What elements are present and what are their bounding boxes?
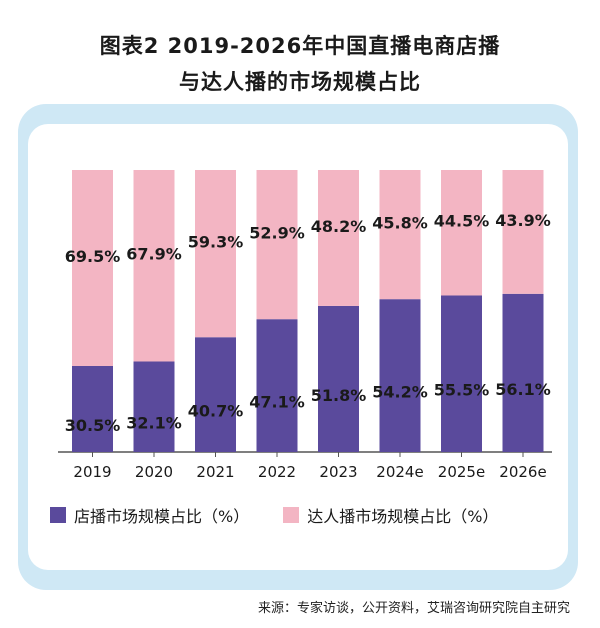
data-label-store-2022: 47.1% [249, 393, 305, 412]
data-label-store-2024e: 54.2% [372, 383, 428, 402]
chart-title-line2: 与达人播的市场规模占比 [179, 70, 421, 94]
bar-store-2023 [318, 305, 359, 452]
data-label-influencer-2020: 67.9% [126, 245, 182, 264]
x-tick-label-2026e: 2026e [499, 463, 546, 481]
bar-influencer-2026e [502, 170, 544, 294]
bar-influencer-2024e [379, 170, 421, 300]
legend-label-influencer: 达人播市场规模占比（%） [307, 507, 499, 526]
x-tick-label-2023: 2023 [319, 463, 357, 481]
x-tick-label-2024e: 2024e [376, 463, 423, 481]
data-label-influencer-2024e: 45.8% [372, 214, 428, 233]
data-label-influencer-2022: 52.9% [249, 224, 305, 243]
data-label-influencer-2019: 69.5% [65, 247, 121, 266]
legend-label-store: 店播市场规模占比（%） [74, 507, 250, 526]
x-tick-label-2022: 2022 [258, 463, 296, 481]
bar-influencer-2020 [133, 170, 175, 362]
x-tick-label-2020: 2020 [135, 463, 173, 481]
bar-store-2020 [133, 361, 175, 452]
x-tick-label-2021: 2021 [196, 463, 234, 481]
bar-influencer-2021 [195, 170, 236, 338]
bar-influencer-2025e [441, 170, 482, 296]
legend-swatch-influencer [283, 507, 300, 523]
data-label-store-2020: 32.1% [126, 414, 182, 433]
bar-store-2025e [441, 295, 482, 452]
data-label-store-2025e: 55.5% [434, 381, 490, 400]
x-tick-label-2025e: 2025e [438, 463, 485, 481]
data-label-influencer-2023: 48.2% [311, 217, 367, 236]
bar-influencer-2019 [72, 170, 113, 366]
bar-store-2019 [72, 365, 113, 452]
data-label-store-2021: 40.7% [188, 402, 244, 421]
legend-item-influencer: 达人播市场规模占比（%） [283, 503, 498, 527]
bar-store-2021 [195, 337, 236, 452]
data-label-store-2026e: 56.1% [495, 380, 551, 399]
legend: 店播市场规模占比（%） 达人播市场规模占比（%） [50, 503, 560, 527]
data-label-influencer-2025e: 44.5% [434, 212, 490, 231]
data-label-influencer-2021: 59.3% [188, 233, 244, 252]
bar-influencer-2023 [318, 170, 359, 306]
x-tick-label-2019: 2019 [73, 463, 111, 481]
legend-swatch-store [50, 507, 66, 523]
data-label-store-2019: 30.5% [65, 416, 121, 435]
chart-title-line1: 图表2 2019-2026年中国直播电商店播 [99, 34, 501, 58]
bar-influencer-2022 [256, 170, 298, 320]
data-label-influencer-2026e: 43.9% [495, 211, 551, 230]
legend-item-store: 店播市场规模占比（%） [50, 503, 249, 527]
bar-store-2024e [379, 299, 421, 452]
source-note: 来源：专家访谈，公开资料，艾瑞咨询研究院自主研究 [257, 601, 570, 616]
bar-store-2022 [256, 319, 298, 452]
data-label-store-2023: 51.8% [311, 386, 367, 405]
bar-store-2026e [502, 293, 544, 452]
